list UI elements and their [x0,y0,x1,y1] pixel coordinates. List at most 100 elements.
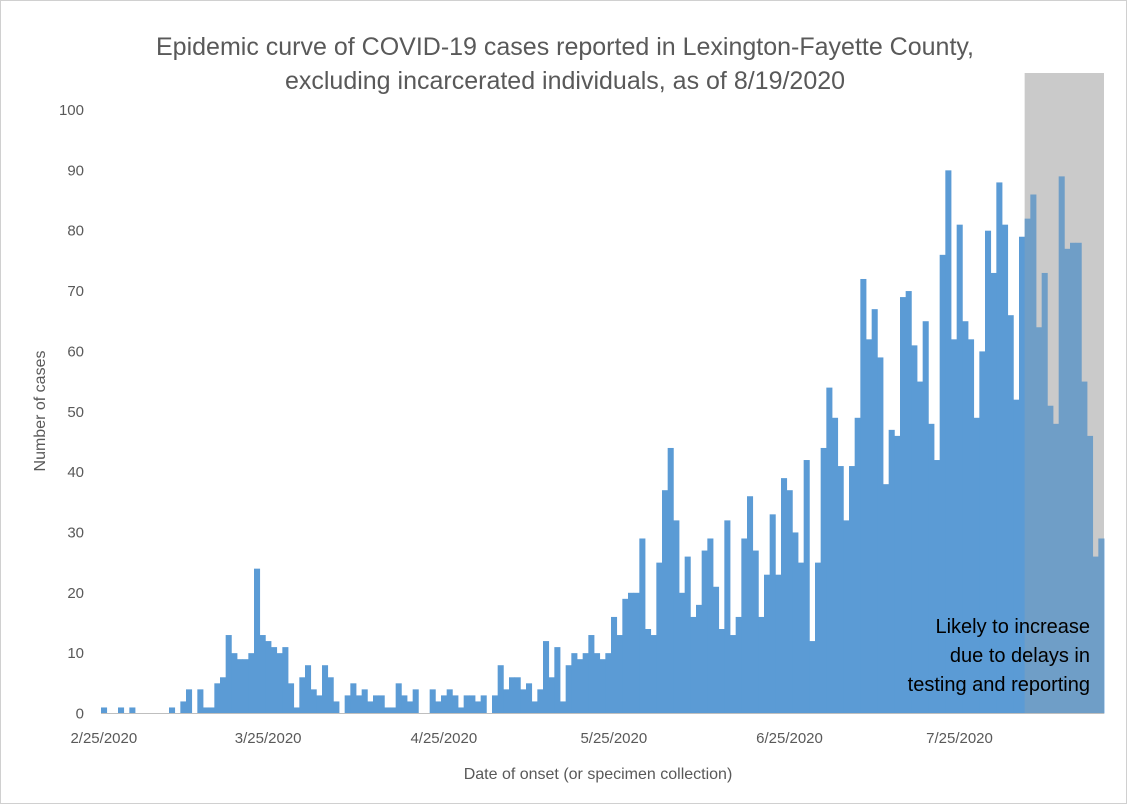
bar [390,707,397,714]
bar [650,635,657,714]
bar [543,641,550,714]
bar [129,707,136,714]
bar [854,417,861,714]
bar [350,683,357,714]
bar [730,635,737,714]
bar [724,520,731,714]
bar [735,616,742,714]
bar [565,665,572,714]
y-tick-label: 0 [76,706,84,723]
bar [911,345,918,714]
bar [407,701,414,714]
y-tick-label: 50 [67,404,84,421]
y-tick-label: 70 [67,283,84,300]
bar [962,321,969,714]
bar [1030,194,1037,714]
bar [1075,242,1082,714]
chart-title: Epidemic curve of COVID-19 cases reporte… [60,30,1070,98]
bar [888,429,895,714]
bar [520,689,527,714]
bar [956,224,963,714]
bar [656,562,663,714]
bar [361,689,368,714]
bar [1007,315,1014,714]
bar [169,707,176,714]
bar [979,351,986,714]
bar [843,520,850,714]
bar [781,478,788,714]
bar [645,629,652,714]
bar [554,647,561,714]
bar [582,653,589,714]
bar [497,665,504,714]
bar [605,653,612,714]
bar [639,538,646,714]
bar [395,683,402,714]
bar [378,695,385,714]
bar [1064,248,1071,714]
x-tick-labels: 2/25/2020 3/25/2020 4/25/2020 5/25/2020 6/25… [70,730,992,747]
bar [775,574,782,714]
bar [429,689,436,714]
bar [871,309,878,714]
chart-title-line-1: Epidemic curve of COVID-19 cases reporte… [156,33,974,61]
bar [707,538,714,714]
bar [237,659,244,714]
bar [599,659,606,714]
bar [446,689,453,714]
bar [713,586,720,714]
y-tick-label: 20 [67,585,84,602]
bar [327,677,334,714]
bar [1013,399,1020,714]
bar [526,683,533,714]
bar [877,357,884,714]
bar [1070,242,1077,714]
bar [316,695,323,714]
bar [633,592,640,714]
bar [786,490,793,714]
bar [1002,224,1009,714]
bar [798,562,805,714]
bar [1024,218,1031,714]
bar [1019,236,1026,714]
x-tick-label: 5/25/2020 [580,730,647,747]
y-tick-label: 100 [59,102,84,119]
bar [673,520,680,714]
bars-layer [101,170,1105,714]
bar [1092,556,1099,714]
bar [469,695,476,714]
bar [747,496,754,714]
x-tick-label: 7/25/2020 [926,730,993,747]
bar [333,701,340,714]
bar [837,466,844,714]
y-tick-label: 60 [67,343,84,360]
delay-annotation: Likely to increase due to delays in testin… [908,616,1090,696]
bar [1058,176,1065,714]
bar [203,707,210,714]
bar [384,707,391,714]
bar [939,254,946,714]
shaded-overlay [1024,73,1104,714]
y-tick-label: 30 [67,524,84,541]
bar [917,381,924,714]
x-tick-label: 3/25/2020 [235,730,302,747]
bar [820,447,827,714]
bar [452,695,459,714]
bar [809,641,816,714]
bar [996,182,1003,714]
bar [985,230,992,714]
bar [1053,423,1060,714]
bar [1036,327,1043,714]
bar [435,701,442,714]
bar [883,484,890,714]
bar [548,677,555,714]
bar [571,653,578,714]
bar [231,653,238,714]
bar [463,695,470,714]
bar [922,321,929,714]
x-tick-label: 2/25/2020 [70,730,137,747]
bar [412,689,419,714]
bar [514,677,521,714]
bar [1081,381,1088,714]
bar [367,701,374,714]
